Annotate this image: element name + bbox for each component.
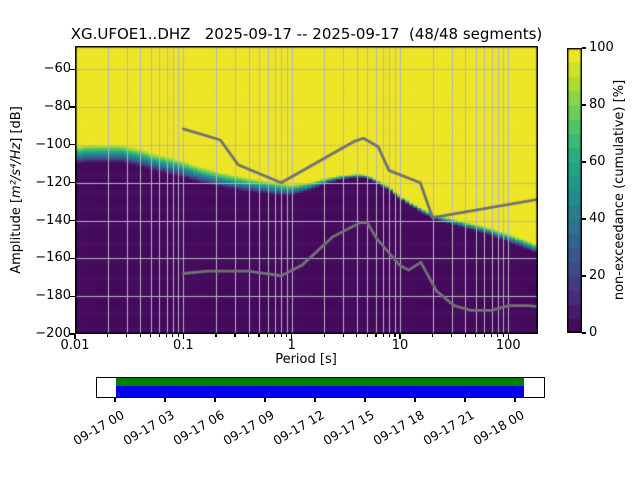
y-tick-mark <box>70 257 75 259</box>
time-tick-label: 09-17 18 <box>370 407 427 449</box>
y-tick-mark <box>70 295 75 297</box>
x-tick-mark <box>490 334 493 337</box>
x-tick-mark <box>234 334 236 337</box>
x-tick-mark <box>323 334 325 337</box>
time-tick-mark <box>364 398 366 402</box>
time-tick-label: 09-17 15 <box>320 407 377 449</box>
time-tick-mark <box>114 398 116 402</box>
time-tick-label: 09-17 21 <box>420 407 477 449</box>
x-tick-label: 100 <box>495 338 521 353</box>
x-tick-mark <box>274 334 276 337</box>
x-tick-mark <box>507 334 509 339</box>
colorbar-tick-label: 40 <box>589 211 606 226</box>
x-tick-mark <box>182 334 184 339</box>
y-tick-label: −200 <box>35 326 71 341</box>
time-tick-mark <box>164 398 166 402</box>
x-tick-mark <box>399 334 401 339</box>
x-tick-label: 10 <box>391 338 409 353</box>
colorbar-tick-mark <box>582 161 586 163</box>
time-tick-mark <box>414 398 416 402</box>
x-tick-mark <box>382 334 384 337</box>
x-tick-mark <box>126 334 128 337</box>
x-tick-mark <box>394 334 396 337</box>
x-tick-mark <box>247 334 250 337</box>
x-tick-mark <box>267 334 269 337</box>
time-tick-label: 09-17 06 <box>170 407 227 449</box>
y-tick-label: −160 <box>35 250 71 266</box>
time-tick-mark <box>514 398 516 402</box>
y-tick-mark <box>70 106 75 108</box>
x-tick-mark <box>464 334 466 337</box>
x-tick-label: 0.1 <box>172 338 194 353</box>
y-tick-label: −80 <box>43 99 71 115</box>
x-tick-mark <box>483 334 485 337</box>
y-tick-mark <box>70 144 75 146</box>
x-tick-mark <box>342 334 344 337</box>
x-tick-mark <box>388 334 391 337</box>
psd-coverage-bar <box>116 378 524 386</box>
x-tick-mark <box>451 334 453 337</box>
time-tick-label: 09-17 00 <box>70 407 127 449</box>
colorbar-label: non-exceedance (cumulative) [%] <box>612 79 627 301</box>
ppsd-heatmap-canvas <box>75 46 538 334</box>
colorbar-tick-label: 0 <box>589 325 598 340</box>
x-tick-mark <box>258 334 260 337</box>
time-tick-label: 09-18 00 <box>470 407 527 449</box>
y-tick-label: −120 <box>35 174 71 190</box>
x-tick-label: 0.01 <box>60 338 90 353</box>
x-tick-label: 1 <box>287 338 296 353</box>
plot-title: XG.UFOE1..DHZ 2025-09-17 -- 2025-09-17 (… <box>70 25 543 43</box>
time-tick-mark <box>464 398 466 402</box>
y-tick-mark <box>70 182 75 184</box>
colorbar-tick-mark <box>582 275 586 277</box>
x-tick-mark <box>150 334 152 337</box>
x-tick-mark <box>215 334 217 337</box>
x-tick-mark <box>497 334 499 337</box>
x-tick-mark <box>158 334 160 337</box>
x-tick-mark <box>165 334 168 337</box>
x-tick-mark <box>280 334 282 337</box>
y-tick-mark <box>70 68 75 70</box>
x-tick-mark <box>139 334 141 337</box>
x-tick-mark <box>286 334 288 337</box>
x-tick-mark <box>502 334 504 337</box>
y-tick-label: −60 <box>43 61 71 77</box>
x-tick-mark <box>107 334 109 337</box>
colorbar-tick-mark <box>582 218 586 220</box>
time-tick-mark <box>314 398 316 402</box>
data-coverage-bar <box>116 386 524 397</box>
colorbar-tick-label: 20 <box>589 268 606 283</box>
x-tick-mark <box>356 334 358 337</box>
time-tick-mark <box>264 398 266 402</box>
x-tick-mark <box>475 334 477 337</box>
x-tick-mark <box>366 334 368 337</box>
x-tick-mark <box>375 334 377 337</box>
time-tick-label: 09-17 03 <box>120 407 177 449</box>
y-tick-label: −180 <box>35 288 71 304</box>
x-tick-mark <box>177 334 179 337</box>
y-tick-mark <box>70 219 75 222</box>
colorbar-tick-mark <box>582 47 586 49</box>
colorbar <box>567 48 582 333</box>
time-tick-label: 09-17 12 <box>270 407 327 449</box>
x-tick-mark <box>291 334 293 339</box>
x-tick-mark <box>74 334 76 339</box>
colorbar-tick-label: 60 <box>589 154 606 169</box>
time-tick-label: 09-17 09 <box>220 407 277 449</box>
y-tick-label: −140 <box>35 212 71 228</box>
colorbar-tick-mark <box>582 104 586 106</box>
time-tick-mark <box>214 398 216 402</box>
y-tick-mark <box>70 333 75 335</box>
x-tick-mark <box>431 334 434 337</box>
x-axis-label: Period [s] <box>275 352 337 367</box>
time-coverage-box <box>96 377 545 398</box>
colorbar-tick-label: 80 <box>589 97 606 112</box>
colorbar-tick-mark <box>582 332 586 334</box>
x-tick-mark <box>172 334 174 337</box>
colorbar-tick-label: 100 <box>589 40 614 55</box>
y-tick-label: −100 <box>35 136 71 152</box>
